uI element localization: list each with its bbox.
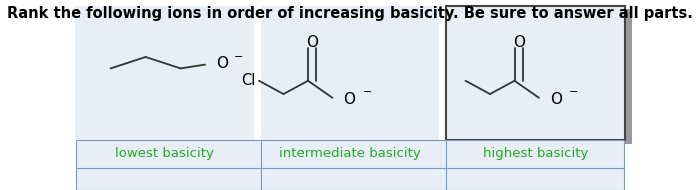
Text: O: O: [512, 35, 525, 50]
FancyBboxPatch shape: [454, 9, 631, 144]
FancyBboxPatch shape: [76, 140, 624, 190]
Text: intermediate basicity: intermediate basicity: [279, 147, 421, 160]
FancyBboxPatch shape: [75, 6, 253, 140]
Text: −: −: [234, 52, 244, 62]
FancyBboxPatch shape: [447, 6, 624, 140]
Text: −: −: [569, 87, 579, 97]
Text: O: O: [216, 56, 229, 71]
Text: highest basicity: highest basicity: [483, 147, 588, 160]
Text: Rank the following ions in order of increasing basicity. Be sure to answer all p: Rank the following ions in order of incr…: [7, 6, 693, 21]
Text: O: O: [343, 92, 356, 107]
Text: Cl: Cl: [241, 73, 256, 88]
Text: O: O: [306, 35, 318, 50]
Text: O: O: [550, 92, 562, 107]
Text: lowest basicity: lowest basicity: [115, 147, 214, 160]
Text: −: −: [363, 87, 372, 97]
FancyBboxPatch shape: [447, 6, 624, 140]
FancyBboxPatch shape: [260, 6, 440, 140]
